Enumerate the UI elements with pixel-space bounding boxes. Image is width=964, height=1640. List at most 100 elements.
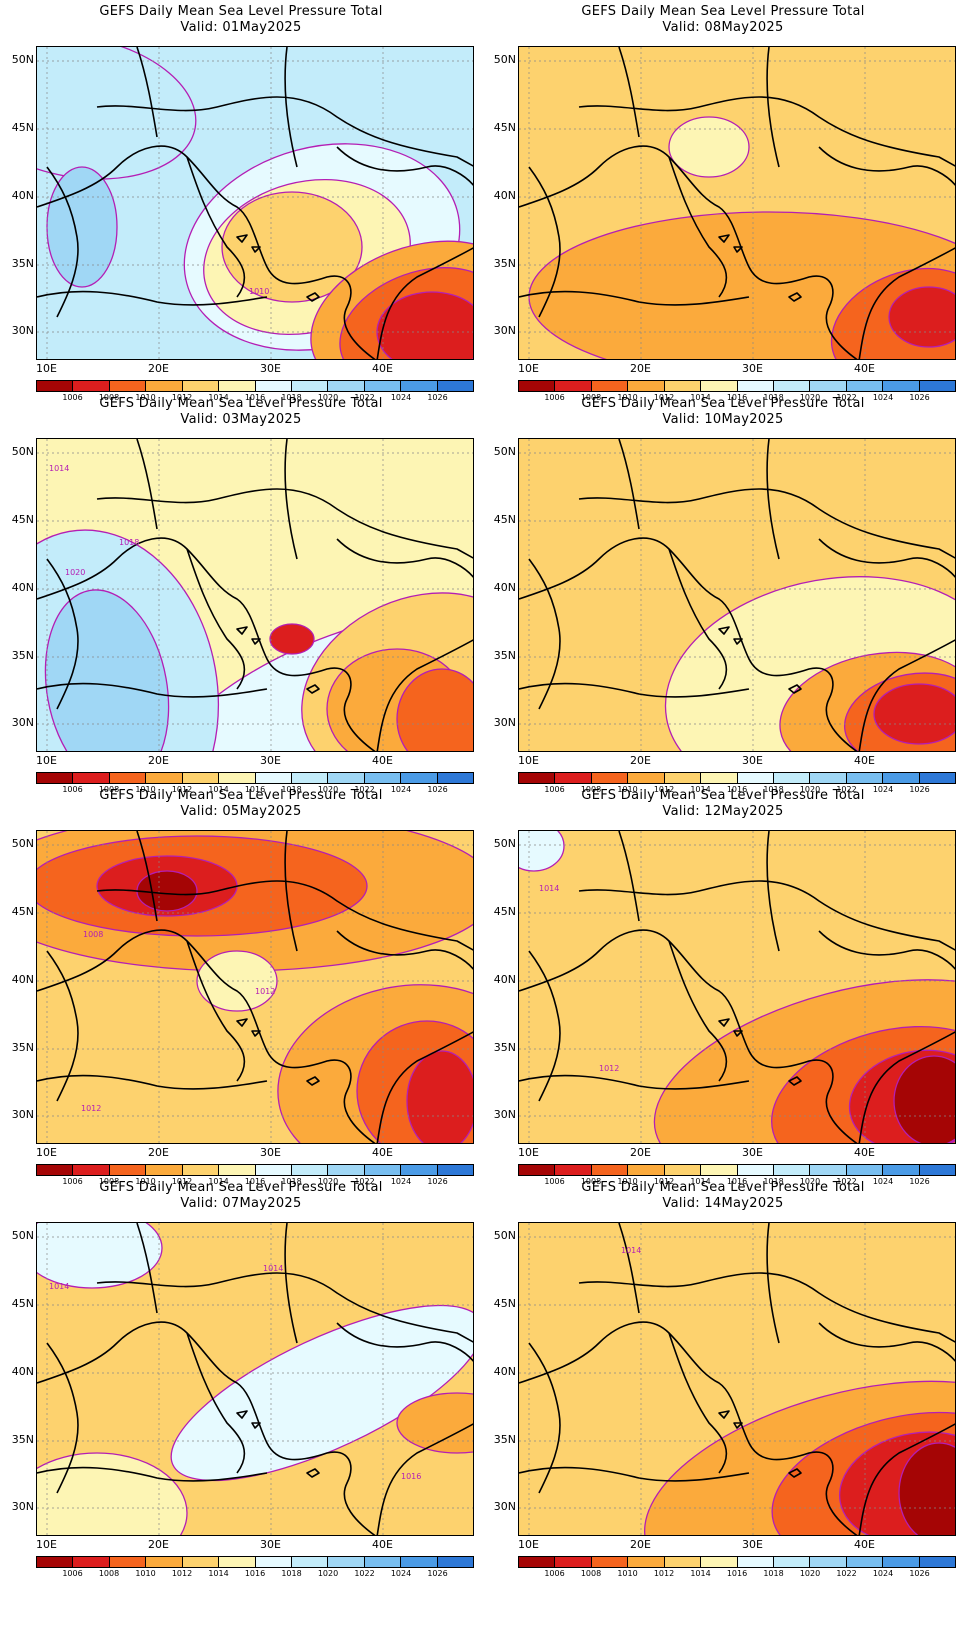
colorbar-labels: 1006 1008 1010 1012 1014 1016 1018 1020 1022 1024…: [518, 785, 956, 797]
colorbar-label: 1020: [799, 393, 821, 402]
coastline-border: [766, 1223, 780, 1344]
coastline-border: [668, 940, 728, 1082]
colorbar-label: 1018: [763, 785, 784, 794]
colorbar-label: 1006: [544, 393, 565, 402]
coastline-border: [37, 929, 376, 1143]
panel-valid-date: Valid: 07May2025: [180, 1196, 302, 1211]
longitude-label: 10E: [36, 1146, 57, 1159]
panel-title-text: GEFS Daily Mean Sea Level Pressure Total: [99, 788, 383, 803]
coastline-border: [578, 880, 955, 951]
coastline-border: [818, 538, 955, 578]
colorbar-label: 1026: [427, 393, 448, 402]
coastline-border: [528, 950, 561, 1102]
colorbar-swatch: [437, 773, 474, 783]
pressure-contour-region: [873, 683, 955, 745]
colorbar-swatch: [219, 773, 256, 783]
longitude-label: 20E: [630, 1538, 651, 1551]
latitude-label: 45N: [493, 905, 516, 918]
pressure-map: 1014 1018 1020: [36, 438, 474, 752]
colorbar-label: 1010: [617, 1177, 638, 1186]
latitude-label: 30N: [493, 716, 516, 729]
colorbar-label: 1016: [244, 1569, 266, 1578]
colorbar-swatch: [109, 1165, 147, 1175]
colorbar-swatch: [37, 1165, 74, 1175]
longitude-label: 30E: [742, 1538, 763, 1551]
coastline-border: [376, 1031, 473, 1143]
colorbar-swatch: [883, 773, 920, 783]
colorbar-label: 1024: [872, 1177, 894, 1186]
pressure-contour-region: [37, 1223, 163, 1289]
colorbar-label: 1018: [763, 1177, 784, 1186]
colorbar-label: 1006: [62, 1177, 83, 1186]
colorbar-swatch: [846, 381, 884, 391]
panel-title-text: GEFS Daily Mean Sea Level Pressure Total: [99, 1180, 383, 1195]
colorbar-swatch: [773, 1165, 811, 1175]
colorbar-swatch: [364, 773, 402, 783]
colorbar-swatch: [737, 381, 774, 391]
colorbar-labels: 1006 1008 1010 1012 1014 1016 1018 1020 1022 1024…: [36, 393, 474, 405]
coastline-border: [578, 1272, 955, 1343]
coastline-border: [37, 1321, 376, 1535]
coastline-border: [718, 626, 743, 645]
pressure-map: [518, 438, 956, 752]
colorbar-swatch: [291, 773, 329, 783]
longitude-label: 20E: [148, 754, 169, 767]
colorbar-label: 1014: [208, 393, 229, 402]
longitude-label: 20E: [630, 362, 651, 375]
pressure-map-svg: [519, 47, 955, 359]
coastline-border: [818, 146, 955, 186]
map-panel: GEFS Daily Mean Sea Level Pressure Total…: [482, 0, 964, 410]
panel-title-text: GEFS Daily Mean Sea Level Pressure Total: [581, 4, 865, 19]
panel-valid-date: Valid: 14May2025: [662, 1196, 784, 1211]
colorbar-swatch: [810, 773, 847, 783]
colorbar-label: 1012: [653, 393, 675, 402]
coastline-border: [718, 1410, 743, 1429]
panel-title: GEFS Daily Mean Sea Level Pressure Total…: [0, 4, 482, 36]
pressure-contour-region: [396, 668, 473, 751]
colorbar-label: 1014: [690, 1569, 711, 1578]
map-panel: GEFS Daily Mean Sea Level Pressure Total…: [0, 392, 482, 802]
contour-label: 1018: [119, 538, 139, 547]
coastline-border: [766, 439, 780, 560]
panel-title-text: GEFS Daily Mean Sea Level Pressure Total: [99, 4, 383, 19]
coastline-border: [186, 548, 246, 690]
contour-label: 1016: [401, 1472, 421, 1481]
colorbar-label: 1022: [354, 1569, 375, 1578]
pressure-colorbar: [36, 1164, 474, 1176]
colorbar-swatch: [919, 773, 956, 783]
longitude-label: 20E: [148, 1146, 169, 1159]
colorbar-label: 1006: [62, 1569, 83, 1578]
colorbar-swatch: [519, 773, 556, 783]
colorbar-label: 1018: [281, 1569, 302, 1578]
colorbar-label: 1024: [872, 785, 894, 794]
colorbar-label: 1024: [872, 1569, 894, 1578]
colorbar-label: 1026: [909, 1569, 930, 1578]
colorbar-swatch: [364, 1165, 402, 1175]
colorbar-label: 1008: [580, 1177, 602, 1186]
colorbar-label: 1020: [799, 1569, 821, 1578]
colorbar-swatch: [401, 1557, 438, 1567]
pressure-contour-region: [406, 1050, 473, 1143]
colorbar-swatch: [37, 1557, 74, 1567]
latitude-label: 30N: [11, 716, 34, 729]
pressure-colorbar: [518, 1556, 956, 1568]
colorbar-swatch: [146, 773, 183, 783]
colorbar-label: 1008: [580, 393, 602, 402]
longitude-label: 30E: [260, 1538, 281, 1551]
colorbar-label: 1022: [354, 393, 375, 402]
pressure-map-svg: 1014 1014 1016: [37, 1223, 473, 1535]
colorbar-swatch: [364, 381, 402, 391]
pressure-colorbar: [36, 772, 474, 784]
contour-label: 1020: [65, 568, 85, 577]
coastline-border: [46, 166, 79, 318]
colorbar-swatch: [555, 1557, 592, 1567]
coastline-border: [858, 639, 955, 751]
colorbar-label: 1016: [244, 393, 266, 402]
colorbar-swatch: [73, 773, 110, 783]
colorbar-labels: 1006 1008 1010 1012 1014 1016 1018 1020 1022 1024…: [518, 1177, 956, 1189]
coastline-border: [284, 831, 298, 952]
coastline-border: [519, 537, 858, 751]
colorbar-swatch: [401, 773, 438, 783]
coastline-border: [858, 1423, 955, 1535]
coastline-border: [376, 247, 473, 359]
